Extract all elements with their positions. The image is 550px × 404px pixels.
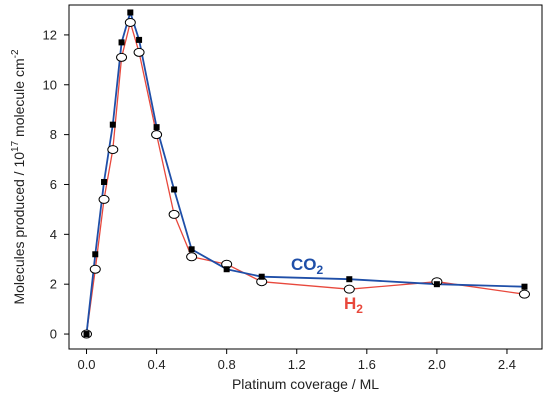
x-tick-label: 2.4: [498, 357, 516, 372]
x-axis-title: Platinum coverage / ML: [232, 376, 379, 392]
co2-point: [92, 251, 99, 258]
h2-series-label: H2: [344, 294, 363, 316]
x-tick-label: 1.6: [358, 357, 376, 372]
h2-point: [124, 17, 136, 27]
h2-point: [151, 130, 163, 140]
series-layer: [81, 9, 530, 339]
co2-point: [153, 124, 160, 131]
y-axis-ticks: 0 2 4 6 8 10 12: [43, 27, 69, 342]
h2-point: [98, 194, 110, 204]
h2-point: [89, 264, 101, 274]
h2-point: [107, 145, 119, 155]
co2-point: [118, 39, 125, 46]
y-tick-label: 4: [50, 227, 57, 242]
co2-point: [188, 246, 195, 253]
y-axis-title-text: Molecules produced / 10: [11, 152, 27, 305]
co2-point: [223, 266, 230, 273]
plot-frame: [68, 4, 543, 350]
y-tick-label: 8: [50, 127, 57, 142]
y-tick-label: 12: [43, 27, 57, 42]
co2-point: [83, 331, 90, 338]
co2-label-subscript: 2: [317, 263, 324, 277]
x-axis-ticks: 0.0 0.4 0.8 1.2 1.6 2.0 2.4: [77, 349, 516, 372]
y-tick-label: 6: [50, 177, 57, 192]
h2-point: [186, 252, 198, 262]
co2-point: [136, 36, 143, 43]
h2-point: [518, 289, 530, 299]
co2-series-label: CO2: [291, 255, 324, 277]
co2-point: [109, 121, 116, 128]
h2-point: [168, 209, 180, 219]
y-axis-title-text2: molecule cm: [11, 58, 27, 140]
y-axis-title-sup: 17: [10, 140, 21, 152]
y-tick-label: 0: [50, 327, 57, 342]
co2-label-base: CO: [291, 255, 317, 274]
co2-point: [171, 186, 178, 193]
co2-point: [521, 283, 528, 290]
h2-label-subscript: 2: [356, 302, 363, 316]
co2-point: [433, 281, 440, 288]
h2-point: [343, 284, 355, 294]
y-tick-label: 10: [43, 77, 57, 92]
h2-point: [133, 47, 145, 57]
co2-point: [127, 9, 134, 16]
y-tick-label: 2: [50, 277, 57, 292]
co2-point: [258, 273, 265, 280]
co2-point: [101, 178, 108, 185]
h2-label-base: H: [344, 294, 356, 313]
x-tick-label: 0.8: [218, 357, 236, 372]
h2-series-line: [85, 21, 525, 335]
h2-point: [116, 52, 128, 62]
x-tick-label: 1.2: [288, 357, 306, 372]
x-tick-label: 2.0: [428, 357, 446, 372]
co2-point: [346, 276, 353, 283]
y-axis-title: Molecules produced / 1017 molecule cm-2: [10, 49, 27, 304]
x-tick-label: 0.4: [148, 357, 166, 372]
x-tick-label: 0.0: [77, 357, 95, 372]
y-axis-title-sup2: -2: [10, 49, 21, 58]
